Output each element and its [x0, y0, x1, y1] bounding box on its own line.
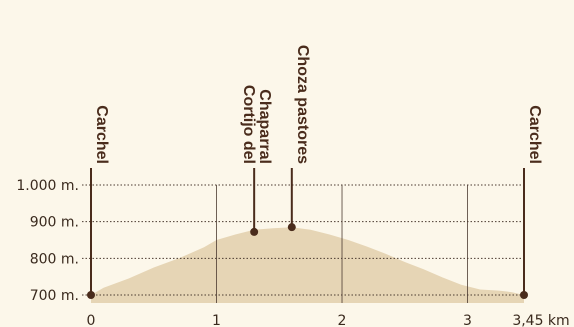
waypoint: Carchel [520, 105, 543, 299]
elevation-area [91, 227, 524, 303]
waypoints: Carchel Cortijo del Chaparral Choza pastore… [87, 45, 543, 299]
x-tick-label: 1 [212, 313, 221, 327]
y-tick-label: 900 m. [30, 215, 79, 231]
waypoint-label: Carchel [526, 105, 543, 164]
y-tick-label: 1.000 m. [16, 178, 79, 194]
x-tick-label: 3,45 km [512, 313, 569, 327]
waypoint: Carchel [87, 105, 110, 299]
waypoint-marker [250, 227, 259, 236]
x-axis-labels: 0 1 2 3 3,45 km [87, 313, 570, 327]
x-tick-label: 0 [87, 313, 96, 327]
vertical-gridlines [216, 185, 468, 303]
x-tick-label: 3 [463, 313, 472, 327]
y-tick-label: 700 m. [30, 288, 79, 304]
waypoint: Choza pastores [287, 45, 311, 232]
waypoint-marker [287, 223, 296, 232]
waypoint-label: Choza pastores [294, 45, 311, 164]
waypoint-label: Chaparral [256, 89, 273, 164]
waypoint-marker [87, 291, 95, 299]
waypoint: Cortijo del Chaparral [240, 85, 273, 236]
y-tick-label: 800 m. [30, 251, 79, 267]
horizontal-gridlines [82, 184, 524, 296]
waypoint-label: Cortijo del [240, 85, 257, 164]
waypoint-label: Carchel [93, 105, 110, 164]
y-axis-labels: 700 m. 800 m. 900 m. 1.000 m. [16, 178, 79, 304]
x-tick-label: 2 [338, 313, 347, 327]
waypoint-marker [520, 291, 528, 299]
